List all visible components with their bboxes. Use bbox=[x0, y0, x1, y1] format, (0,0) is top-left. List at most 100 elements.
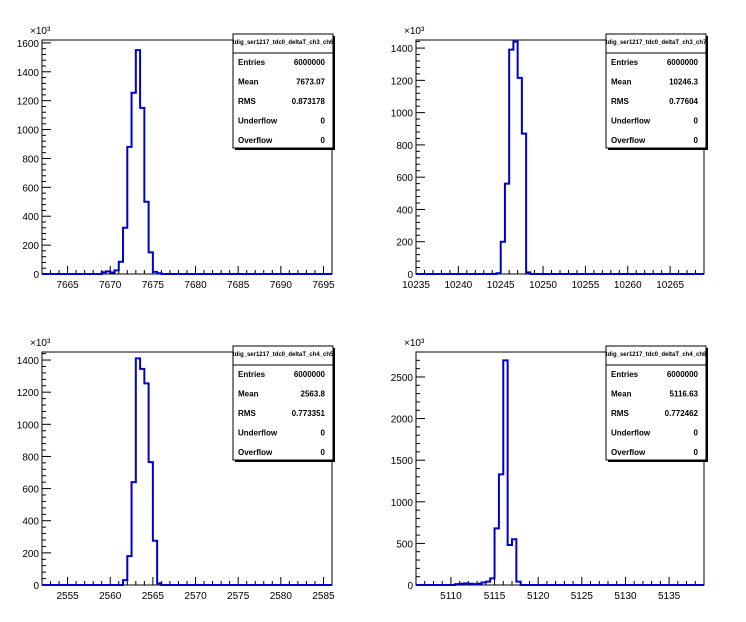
y-tick-label: 200 bbox=[22, 549, 39, 560]
stat-value: 0.77604 bbox=[669, 97, 698, 106]
histogram-panel-3: 2555 2560 2565 2570 2575 2580 2585 0 200 400 600 80… bbox=[17, 338, 335, 602]
y-tick-label: 1400 bbox=[17, 68, 40, 79]
stat-value: 0 bbox=[694, 136, 699, 145]
stat-label: RMS bbox=[611, 409, 629, 418]
stat-value: 6000000 bbox=[294, 58, 326, 67]
stats-box-frame bbox=[605, 345, 707, 461]
histogram-series bbox=[416, 359, 704, 586]
stat-label: Underflow bbox=[611, 117, 651, 126]
stats-box: tdig_ser1217_tdc0_deltaT_ch3_ch6 Entries 6… bbox=[232, 33, 335, 150]
y-tick-label: 1200 bbox=[17, 388, 40, 399]
x-tick-label: 10250 bbox=[529, 280, 557, 291]
stat-value: 0 bbox=[694, 448, 699, 457]
histogram-series bbox=[42, 357, 332, 586]
y-tick-label: 0 bbox=[33, 581, 39, 592]
stat-label: Mean bbox=[611, 390, 632, 399]
x-tick-label: 2585 bbox=[312, 591, 335, 602]
y-tick-label: 1400 bbox=[17, 356, 40, 367]
stat-label: Mean bbox=[611, 78, 632, 87]
x-tick-label: 5110 bbox=[440, 591, 462, 602]
stat-value: 6000000 bbox=[667, 58, 699, 67]
stat-label: Entries bbox=[238, 58, 266, 67]
x-tick-label: 10255 bbox=[572, 280, 600, 291]
x-tick-label: 2565 bbox=[142, 591, 165, 602]
stat-value: 0 bbox=[321, 429, 326, 438]
stat-label: Overflow bbox=[238, 136, 273, 145]
histogram-title: tdig_ser1217_tdc0_deltaT_ch4_ch8 bbox=[606, 352, 707, 358]
y-tick-label: 1200 bbox=[391, 76, 414, 87]
stats-box: tdig_ser1217_tdc0_deltaT_ch4_ch5 Entries 6… bbox=[232, 345, 335, 462]
x-tick-label: 2580 bbox=[270, 591, 293, 602]
y-tick-label: 800 bbox=[22, 452, 39, 463]
x-tick-label: 10265 bbox=[656, 280, 684, 291]
y-tick-label: 1000 bbox=[17, 126, 40, 137]
stat-value: 5116.63 bbox=[670, 390, 699, 399]
stat-value: 0.773351 bbox=[292, 409, 326, 418]
x-tick-label: 5125 bbox=[571, 591, 594, 602]
y-tick-label: 400 bbox=[22, 212, 39, 223]
x-tick-label: 7670 bbox=[99, 280, 122, 291]
x-tick-label: 2570 bbox=[184, 591, 207, 602]
stat-value: 0 bbox=[694, 429, 699, 438]
y-axis-multiplier: ×10³ bbox=[404, 26, 425, 37]
x-tick-label: 5130 bbox=[614, 591, 637, 602]
y-tick-label: 800 bbox=[396, 141, 413, 152]
stat-label: Underflow bbox=[238, 117, 278, 126]
stat-value: 0 bbox=[321, 117, 326, 126]
x-tick-label: 10240 bbox=[444, 280, 472, 291]
histogram-panel-2: 10235 10240 10245 10250 10255 10260 10265 0 200 4… bbox=[391, 26, 708, 291]
stats-box-frame bbox=[232, 33, 334, 149]
y-tick-label: 0 bbox=[33, 270, 39, 281]
y-tick-label: 400 bbox=[396, 205, 413, 216]
stat-label: Overflow bbox=[611, 448, 646, 457]
x-tick-label: 7695 bbox=[312, 280, 335, 291]
stats-box: tdig_ser1217_tdc0_deltaT_ch3_ch7 Entries 6… bbox=[605, 33, 708, 150]
y-tick-label: 1600 bbox=[17, 39, 40, 50]
stats-box: tdig_ser1217_tdc0_deltaT_ch4_ch8 Entries 6… bbox=[605, 345, 708, 462]
histogram-title: tdig_ser1217_tdc0_deltaT_ch3_ch6 bbox=[233, 40, 334, 46]
x-tick-label: 7665 bbox=[56, 280, 79, 291]
stat-value: 10246.3 bbox=[669, 78, 698, 87]
histogram-title: tdig_ser1217_tdc0_deltaT_ch4_ch5 bbox=[233, 352, 334, 358]
x-tick-label: 10245 bbox=[487, 280, 515, 291]
y-tick-label: 0 bbox=[407, 581, 413, 592]
x-tick-label: 2575 bbox=[227, 591, 250, 602]
stat-value: 0.772462 bbox=[665, 409, 699, 418]
x-tick-label: 5135 bbox=[658, 591, 681, 602]
x-tick-label: 2560 bbox=[99, 591, 122, 602]
x-tick-label: 10235 bbox=[402, 280, 430, 291]
y-tick-label: 200 bbox=[22, 241, 39, 252]
histogram-title: tdig_ser1217_tdc0_deltaT_ch3_ch7 bbox=[606, 40, 707, 46]
x-tick-label: 2555 bbox=[56, 591, 79, 602]
y-tick-label: 200 bbox=[396, 238, 413, 249]
y-tick-label: 500 bbox=[396, 539, 413, 550]
y-axis-multiplier: ×10³ bbox=[30, 26, 51, 37]
stats-box-frame bbox=[605, 33, 707, 149]
histogram-series bbox=[42, 49, 332, 275]
histogram-series bbox=[416, 40, 704, 275]
x-tick-label: 7680 bbox=[184, 280, 207, 291]
x-tick-label: 5120 bbox=[527, 591, 550, 602]
stat-label: Overflow bbox=[611, 136, 646, 145]
stat-label: Entries bbox=[611, 370, 639, 379]
y-tick-label: 600 bbox=[22, 485, 39, 496]
stat-value: 0.873178 bbox=[292, 97, 326, 106]
stat-label: Underflow bbox=[238, 429, 278, 438]
y-tick-label: 1000 bbox=[391, 109, 414, 120]
y-tick-label: 800 bbox=[22, 154, 39, 165]
stat-label: RMS bbox=[238, 409, 256, 418]
stat-value: 0 bbox=[694, 117, 699, 126]
y-tick-label: 600 bbox=[22, 183, 39, 194]
y-axis-multiplier: ×10³ bbox=[404, 338, 425, 349]
y-tick-label: 1500 bbox=[391, 456, 414, 467]
stat-value: 7673.07 bbox=[296, 78, 325, 87]
stat-label: Underflow bbox=[611, 429, 651, 438]
histogram-panel-4: 5110 5115 5120 5125 5130 5135 0 500 1000 1500 2000… bbox=[391, 338, 708, 602]
x-tick-label: 7675 bbox=[142, 280, 165, 291]
stat-value: 2563.8 bbox=[301, 390, 326, 399]
y-axis-multiplier: ×10³ bbox=[30, 338, 51, 349]
x-tick-label: 7690 bbox=[270, 280, 293, 291]
stat-label: Mean bbox=[238, 390, 259, 399]
y-tick-label: 400 bbox=[22, 517, 39, 528]
